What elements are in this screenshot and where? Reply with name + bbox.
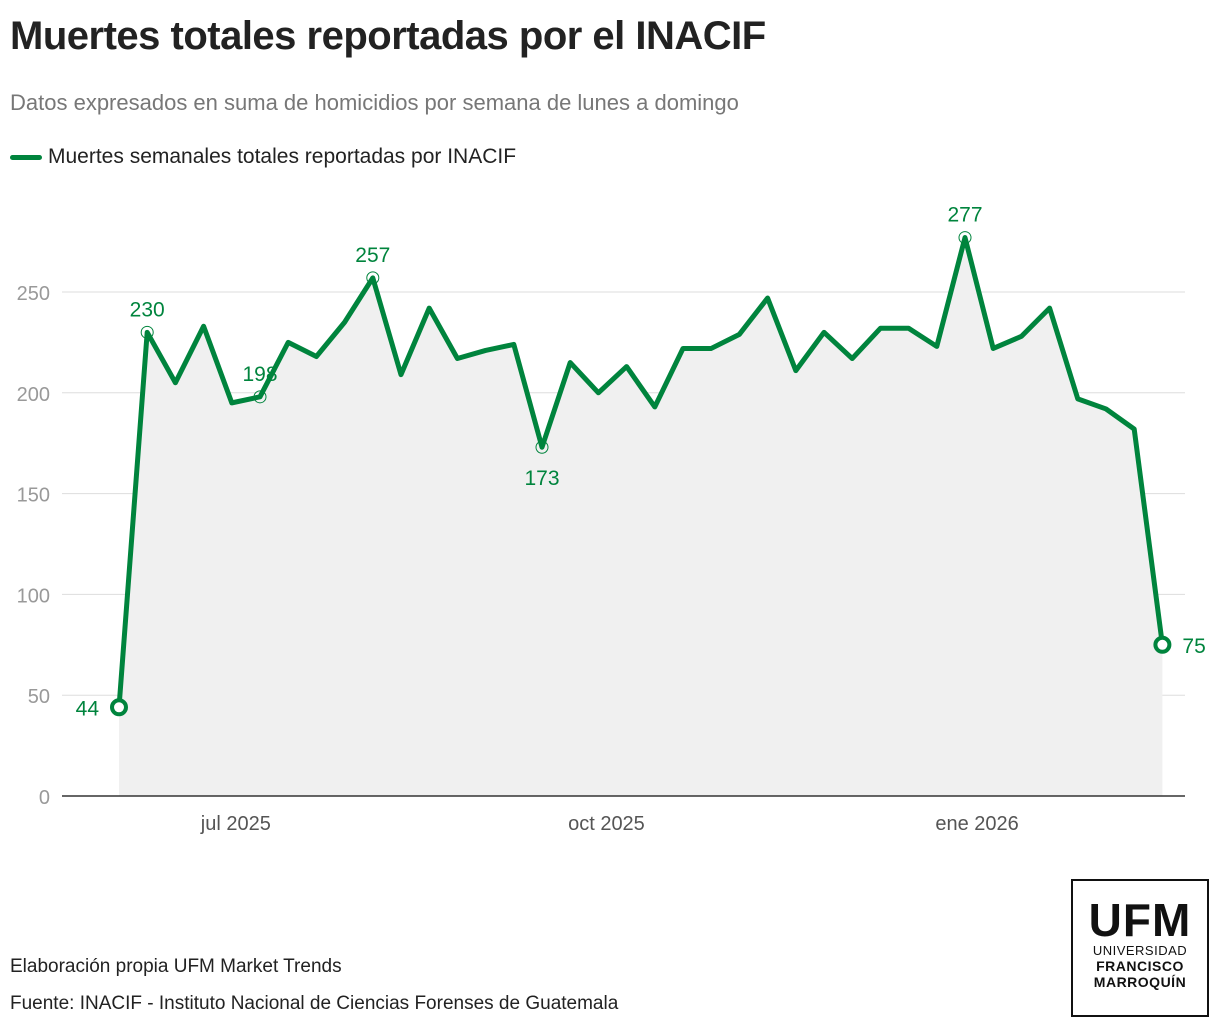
ufm-logo: UFM UNIVERSIDAD FRANCISCO MARROQUÍN <box>1071 879 1209 1017</box>
subtitle: Datos expresados en suma de homicidios p… <box>10 90 739 115</box>
legend: Muertes semanales totales reportadas por… <box>10 145 516 169</box>
y-tick-label: 150 <box>17 485 50 507</box>
y-tick-label: 250 <box>17 283 50 305</box>
area-fill <box>119 237 1163 796</box>
point-marker <box>535 440 549 454</box>
data-label: 173 <box>524 467 559 490</box>
logo-line: UNIVERSIDAD <box>1092 943 1188 958</box>
legend-label: Muertes semanales totales reportadas por… <box>48 145 517 168</box>
x-tick-label: oct 2025 <box>568 813 645 835</box>
point-marker <box>958 231 972 245</box>
page-title: Muertes totales reportadas por el INACIF <box>10 14 766 58</box>
logo-line: MARROQUÍN <box>1093 974 1187 990</box>
credit-text: Elaboración propia UFM Market Trends <box>10 956 342 977</box>
y-tick-label: 0 <box>39 787 50 809</box>
endpoint-marker <box>1153 635 1172 654</box>
y-tick-label: 100 <box>17 585 50 607</box>
point-marker <box>253 390 267 404</box>
x-tick-label: ene 2026 <box>935 813 1018 835</box>
point-marker <box>140 325 154 339</box>
data-label: 44 <box>76 697 100 720</box>
x-tick-label: jul 2025 <box>200 813 271 835</box>
data-label: 75 <box>1182 635 1205 658</box>
y-tick-label: 200 <box>17 384 50 406</box>
data-label: 198 <box>242 363 277 386</box>
point-marker <box>366 271 380 285</box>
y-tick-label: 50 <box>28 686 50 708</box>
logo-line: FRANCISCO <box>1096 958 1184 974</box>
series-line <box>116 235 1165 708</box>
data-label: 230 <box>130 298 165 321</box>
data-label: 257 <box>355 244 390 267</box>
logo-ufm: UFM <box>1088 894 1192 946</box>
legend-swatch <box>10 154 42 160</box>
data-label: 277 <box>947 204 982 227</box>
source-text: Fuente: INACIF - Instituto Nacional de C… <box>10 993 619 1014</box>
endpoint-marker <box>110 698 128 717</box>
